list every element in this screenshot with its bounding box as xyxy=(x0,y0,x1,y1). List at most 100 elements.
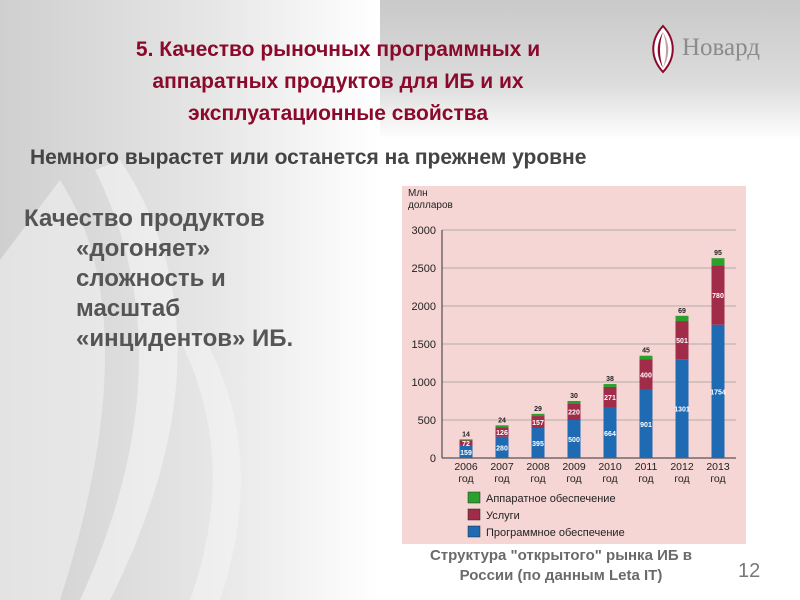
bar-segment xyxy=(675,315,689,322)
bar-data-label: 30 xyxy=(570,393,578,400)
y-tick-label: 1500 xyxy=(412,339,436,351)
y-tick-label: 1000 xyxy=(412,377,436,389)
x-tick-label: год xyxy=(710,473,725,485)
bar-segment xyxy=(531,413,545,417)
company-logo: Новард xyxy=(648,24,778,74)
bar-data-label: 664 xyxy=(604,431,616,438)
bar-segment xyxy=(531,427,545,458)
title-line: 5. Качество рыночных программных и xyxy=(135,38,541,61)
legend-swatch xyxy=(467,525,481,538)
bar-segment xyxy=(603,407,617,458)
x-tick-label: 2013 xyxy=(706,461,730,473)
bar-segment xyxy=(675,359,689,458)
bar-segment xyxy=(495,427,509,437)
x-tick-label: год xyxy=(530,473,545,485)
x-tick-label: год xyxy=(494,473,509,485)
bar-data-label: 280 xyxy=(496,445,508,452)
title-line: аппаратных продуктов для ИБ и их xyxy=(152,70,524,93)
x-tick-label: 2009 xyxy=(562,461,586,473)
legend-label: Программное обеспечение xyxy=(486,527,625,539)
legend-swatch xyxy=(467,491,481,504)
body-line: Качество продуктов xyxy=(24,205,265,232)
caption-line: Структура "открытого" рынка ИБ в xyxy=(429,547,693,564)
y-axis-label: Млн xyxy=(408,188,428,199)
bar-segment xyxy=(495,425,509,428)
bar-segment xyxy=(459,439,473,441)
x-tick-label: 2006 xyxy=(454,461,478,473)
bar-segment xyxy=(639,359,653,390)
body-text: Качество продуктов «догоняет» сложность … xyxy=(24,204,354,354)
bar-data-label: 271 xyxy=(604,395,616,402)
bar-data-label: 400 xyxy=(640,372,652,379)
bar-data-label: 29 xyxy=(534,406,542,413)
bar-segment xyxy=(459,440,473,446)
caption-line: России (по данным Leta IT) xyxy=(459,567,663,584)
y-tick-label: 2000 xyxy=(412,301,436,313)
body-line: «инцидентов» ИБ. xyxy=(76,325,294,352)
x-tick-label: год xyxy=(674,473,689,485)
x-tick-label: 2008 xyxy=(526,461,550,473)
x-tick-label: год xyxy=(458,473,473,485)
bar-data-label: 14 xyxy=(462,431,470,438)
decorative-leaf-watermark xyxy=(0,160,241,600)
y-tick-label: 3000 xyxy=(412,225,436,237)
bar-data-label: 69 xyxy=(678,308,686,315)
bar-data-label: 1301 xyxy=(674,407,690,414)
y-tick-label: 0 xyxy=(430,453,436,465)
y-axis-label: долларов xyxy=(408,200,453,211)
bar-data-label: 38 xyxy=(606,376,614,383)
bar-segment xyxy=(459,445,473,458)
body-line: «догоняет» xyxy=(76,235,211,262)
bar-data-label: 501 xyxy=(676,338,688,345)
y-tick-label: 2500 xyxy=(412,263,436,275)
bar-segment xyxy=(495,436,509,458)
bar-data-label: 45 xyxy=(642,348,650,355)
bar-segment xyxy=(603,384,617,387)
bar-data-label: 1754 xyxy=(710,389,726,396)
chart-caption: Структура "открытого" рынка ИБ в России … xyxy=(396,546,726,586)
bar-segment xyxy=(567,401,581,404)
bar-data-label: 159 xyxy=(460,450,472,457)
bar-data-label: 95 xyxy=(714,250,722,257)
legend-label: Услуги xyxy=(486,510,520,522)
body-line: масштаб xyxy=(76,295,181,322)
bar-segment xyxy=(711,324,725,458)
title-line: эксплуатационные свойства xyxy=(187,102,489,125)
subtitle: Немного вырастет или останется на прежне… xyxy=(30,146,587,169)
legend-swatch xyxy=(467,508,481,521)
logo-text: Новард xyxy=(682,34,761,61)
bar-segment xyxy=(711,258,725,266)
x-tick-label: год xyxy=(566,473,581,485)
x-tick-label: год xyxy=(638,473,653,485)
bar-data-label: 24 xyxy=(498,417,506,424)
x-tick-label: год xyxy=(602,473,617,485)
bar-segment xyxy=(603,386,617,408)
y-tick-label: 500 xyxy=(418,415,436,427)
bar-data-label: 126 xyxy=(496,430,508,437)
bar-data-label: 157 xyxy=(532,420,544,427)
bar-data-label: 72 xyxy=(462,441,470,448)
bar-data-label: 500 xyxy=(568,437,580,444)
bar-segment xyxy=(675,321,689,360)
page-number: 12 xyxy=(738,560,761,582)
x-tick-label: 2011 xyxy=(635,461,658,473)
bar-segment xyxy=(531,416,545,428)
x-tick-label: 2010 xyxy=(598,461,622,473)
chart-panel: Млн долларов 0 500 1000 1500 2000 2500 3000 159 72… xyxy=(402,186,746,544)
novard-flame-icon xyxy=(652,24,674,74)
bar-segment xyxy=(639,355,653,360)
page-title: 5. Качество рыночных программных и аппар… xyxy=(58,34,618,130)
bar-segment xyxy=(711,265,725,325)
bar-data-label: 395 xyxy=(532,441,544,448)
legend-label: Аппаратное обеспечение xyxy=(486,493,616,505)
body-line: сложность и xyxy=(76,265,226,292)
bar-segment xyxy=(639,389,653,458)
x-tick-label: 2007 xyxy=(490,461,514,473)
bar-data-label: 780 xyxy=(712,293,724,300)
bar-segment xyxy=(567,420,581,458)
bar-segment xyxy=(567,403,581,420)
x-tick-label: 2012 xyxy=(670,461,694,473)
bar-data-label: 220 xyxy=(568,410,580,417)
bar-data-label: 901 xyxy=(640,422,652,429)
